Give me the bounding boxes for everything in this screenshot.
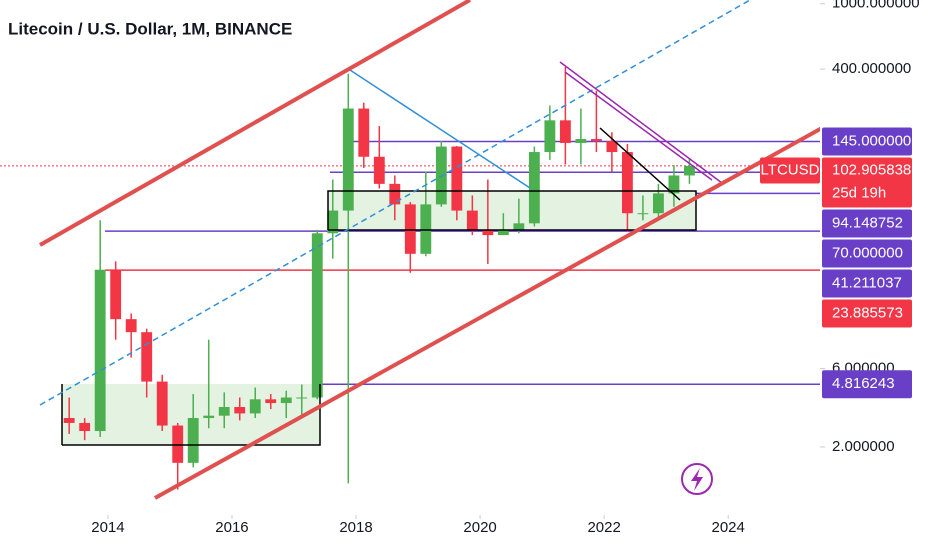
candle-body bbox=[637, 213, 649, 215]
candle-body bbox=[621, 152, 633, 214]
channel-line bbox=[39, 0, 471, 247]
candle-body bbox=[218, 407, 230, 416]
candle-body bbox=[451, 146, 463, 211]
candle-body bbox=[234, 407, 246, 414]
trendline bbox=[559, 61, 723, 184]
countdown-label: 25d 19h bbox=[832, 184, 886, 201]
candle-body bbox=[79, 422, 91, 432]
candle-body bbox=[63, 418, 75, 423]
price-label-bg bbox=[822, 127, 912, 156]
candle-body bbox=[606, 140, 618, 153]
price-label: 70.000000 bbox=[832, 244, 903, 261]
candle-body bbox=[265, 399, 277, 404]
candle-body bbox=[141, 332, 153, 382]
price-label-bg bbox=[822, 239, 912, 268]
candle-body bbox=[125, 319, 137, 333]
candle-body bbox=[94, 269, 106, 432]
x-tick-label: 2022 bbox=[587, 519, 620, 536]
icon-bolt[interactable] bbox=[691, 468, 703, 491]
x-tick-label: 2014 bbox=[91, 519, 124, 536]
price-label: 23.885573 bbox=[832, 304, 903, 321]
candle-body bbox=[249, 399, 261, 414]
price-label: 145.000000 bbox=[832, 132, 911, 149]
candle-body bbox=[497, 229, 509, 236]
trendline bbox=[39, 0, 751, 406]
x-tick-label: 2018 bbox=[339, 519, 372, 536]
candle-body bbox=[327, 210, 339, 234]
candle-body bbox=[187, 418, 199, 463]
chart-title: Litecoin / U.S. Dollar, 1M, BINANCE bbox=[8, 19, 292, 38]
candle-body bbox=[203, 415, 215, 419]
candle-body bbox=[466, 210, 478, 230]
candle-body bbox=[544, 120, 556, 153]
candle-body bbox=[513, 223, 525, 230]
candle-body bbox=[420, 204, 432, 254]
price-label-bg bbox=[822, 370, 912, 399]
price-label: 102.905838 bbox=[832, 161, 911, 178]
range-box bbox=[328, 191, 696, 230]
symbol-tag: LTCUSD bbox=[761, 161, 820, 178]
trendlines bbox=[39, 0, 841, 500]
candle-body bbox=[358, 108, 370, 157]
candle-body bbox=[280, 397, 292, 404]
box-border bbox=[327, 190, 697, 231]
candle-body bbox=[668, 175, 680, 194]
x-tick-label: 2024 bbox=[712, 519, 745, 536]
candle-body bbox=[404, 204, 416, 254]
price-label-bg bbox=[822, 269, 912, 298]
drawings bbox=[62, 191, 696, 445]
candle-body bbox=[110, 269, 122, 320]
candle-body bbox=[559, 120, 571, 143]
price-label: 4.816243 bbox=[832, 375, 895, 392]
price-label-bg bbox=[822, 299, 912, 328]
price-label-bg bbox=[822, 209, 912, 238]
candle-body bbox=[528, 152, 540, 224]
x-tick-label: 2020 bbox=[463, 519, 496, 536]
candle-body bbox=[296, 397, 308, 399]
candle-body bbox=[684, 165, 695, 176]
candle-body bbox=[156, 381, 168, 426]
candle-body bbox=[172, 425, 184, 463]
candle-body bbox=[373, 156, 385, 184]
flash-icon[interactable] bbox=[681, 463, 713, 495]
candle-body bbox=[311, 233, 323, 398]
candle-body bbox=[342, 108, 354, 211]
price-label: 94.148752 bbox=[832, 214, 903, 231]
y-tick-label: 1000.000000 bbox=[832, 0, 920, 12]
trendline bbox=[599, 127, 681, 201]
y-tick-label: 400.000000 bbox=[832, 60, 911, 77]
y-tick-label: 2.000000 bbox=[832, 438, 895, 455]
icon-ring[interactable] bbox=[681, 463, 713, 495]
candle-body bbox=[389, 183, 401, 205]
symbol-tag-bg bbox=[760, 157, 820, 184]
x-tick-label: 2016 bbox=[215, 519, 248, 536]
candle-body bbox=[590, 139, 602, 141]
price-label: 41.211037 bbox=[832, 274, 902, 291]
candle-body bbox=[575, 139, 587, 143]
trendline bbox=[564, 71, 713, 181]
candle-body bbox=[652, 193, 664, 214]
trendline bbox=[349, 69, 531, 189]
candle-body bbox=[482, 229, 494, 236]
price-label-bg bbox=[822, 157, 912, 208]
channel-line bbox=[154, 116, 841, 500]
